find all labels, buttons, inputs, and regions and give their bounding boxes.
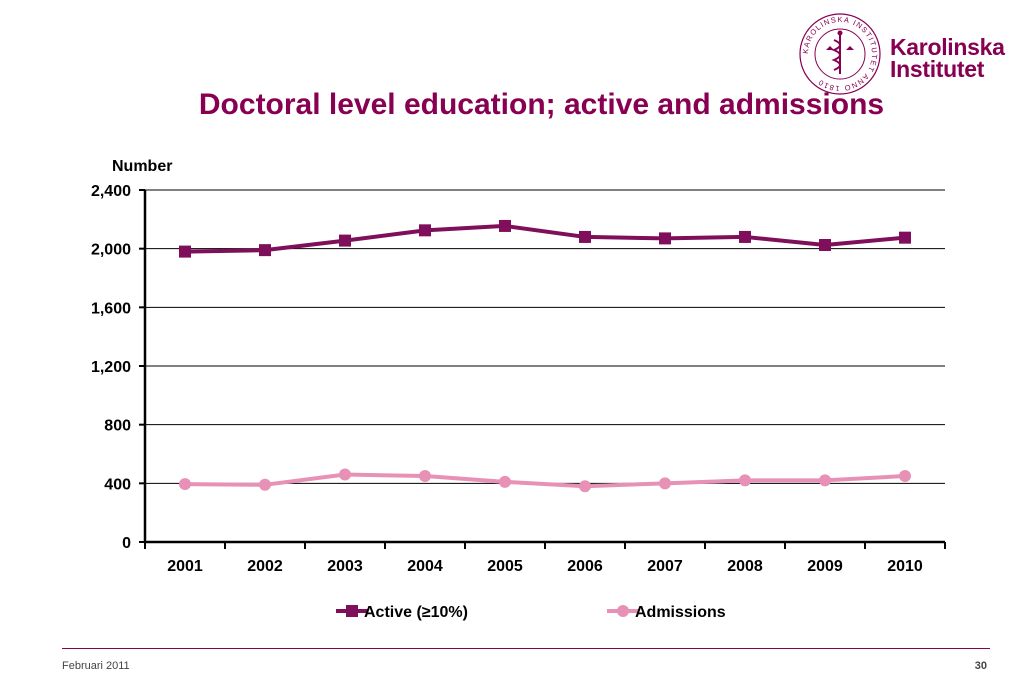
data-point-active [899,231,911,244]
y-tick-label: 1,600 [91,300,131,317]
footer-date: Februari 2011 [62,660,130,672]
data-point-admissions [419,470,431,482]
x-tick-label: 2009 [807,558,843,575]
x-tick-label: 2010 [887,558,923,575]
data-point-admissions [179,478,191,491]
data-point-active [419,224,431,237]
logo-line-2: Institutet [890,56,985,82]
y-tick-label: 1,200 [91,359,131,376]
y-tick-label: 800 [104,418,131,435]
data-point-admissions [659,477,671,490]
data-point-admissions [739,474,751,487]
legend-label: Admissions [635,604,726,621]
logo-line-1: Karolinska [890,34,1005,60]
x-tick-label: 2003 [327,558,363,575]
series-line-active [184,223,906,254]
legend-marker-active [346,605,358,617]
page-number: 30 [974,660,987,672]
data-point-active [739,230,751,243]
y-tick-label: 0 [122,535,131,552]
x-tick-label: 2001 [167,558,203,575]
data-point-admissions [899,470,911,482]
x-tick-label: 2002 [247,558,283,575]
x-tick-label: 2008 [727,558,763,575]
slide-title: Doctoral level education; active and adm… [198,88,885,121]
x-tick-label: 2007 [647,558,683,575]
karolinska-logo: KAROLINSKA INSTITUTET ANNO 1810 Karolins… [798,12,1005,95]
data-point-admissions [819,474,831,487]
data-point-active [499,219,511,232]
y-axis-label: Number [112,158,172,175]
legend-marker-admissions [617,605,629,617]
x-tick-label: 2005 [487,558,523,575]
y-tick-label: 2,400 [91,183,131,200]
logo-wordmark: Karolinska Institutet [890,34,1005,82]
data-point-active [659,232,671,245]
data-point-active [339,234,351,247]
data-point-active [179,245,191,258]
data-point-admissions [259,478,271,491]
data-point-active [259,244,271,257]
y-tick-label: 2,000 [91,242,131,259]
data-point-active [579,230,591,243]
series-line-admissions [184,472,906,489]
legend-label: Active (≥10%) [364,604,468,621]
ki-seal-icon: KAROLINSKA INSTITUTET ANNO 1810 [799,13,881,95]
x-tick-label: 2004 [407,558,443,575]
data-point-admissions [339,468,351,481]
y-tick-label: 400 [104,476,131,493]
data-point-admissions [579,480,591,493]
data-point-admissions [499,475,511,488]
data-point-active [819,239,831,251]
footer-divider [62,648,990,649]
x-tick-label: 2006 [567,558,603,575]
